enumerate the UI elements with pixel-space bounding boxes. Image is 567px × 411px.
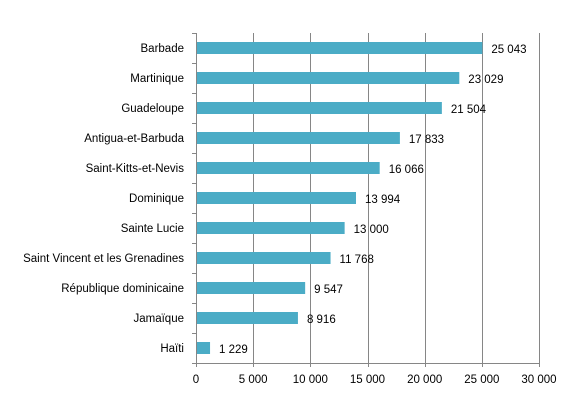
axes (192, 33, 540, 367)
value-label: 16 066 (389, 164, 424, 176)
value-label: 13 000 (354, 224, 389, 236)
category-label: Jamaïque (133, 313, 184, 325)
category-label: Haïti (160, 343, 184, 355)
bar (197, 222, 345, 234)
bars (197, 42, 483, 354)
category-label: Antigua-et-Barbuda (84, 133, 184, 145)
category-label: Barbade (141, 43, 184, 55)
value-label: 23 029 (468, 74, 503, 86)
value-label: 25 043 (491, 44, 526, 56)
x-tick-label: 30 000 (521, 374, 556, 386)
value-label: 13 994 (365, 194, 401, 206)
bar (197, 252, 331, 264)
x-tick-label: 20 000 (407, 374, 442, 386)
category-label: République dominicaine (61, 283, 184, 295)
category-label: Martinique (130, 73, 184, 85)
bar (197, 312, 298, 324)
category-label: Dominique (129, 193, 184, 205)
x-tick-label: 0 (193, 374, 199, 386)
labels: 0 5 000 10 000 15 000 20 000 25 000 30 000 Barb… (23, 43, 556, 386)
x-tick-label: 10 000 (293, 374, 328, 386)
value-label: 11 768 (340, 254, 374, 266)
x-tick-label: 5 000 (239, 374, 268, 386)
category-label: Saint-Kitts-et-Nevis (86, 163, 185, 175)
x-tick-label: 15 000 (350, 374, 385, 386)
bar (197, 132, 400, 144)
value-label: 1 229 (219, 344, 248, 356)
category-label: Saint Vincent et les Grenadines (23, 253, 184, 265)
bar (197, 42, 483, 54)
bar (197, 162, 380, 174)
bar (197, 342, 211, 354)
value-label: 17 833 (409, 134, 444, 146)
category-label: Sainte Lucie (121, 223, 184, 235)
bar (197, 282, 306, 294)
bar (197, 72, 460, 84)
x-tick-label: 25 000 (464, 374, 499, 386)
bar (197, 102, 442, 114)
category-label: Guadeloupe (121, 103, 184, 115)
gridlines (253, 33, 540, 363)
value-label: 21 504 (451, 104, 487, 116)
bar (197, 192, 356, 204)
value-label: 8 916 (307, 314, 336, 326)
value-label: 9 547 (314, 284, 343, 296)
